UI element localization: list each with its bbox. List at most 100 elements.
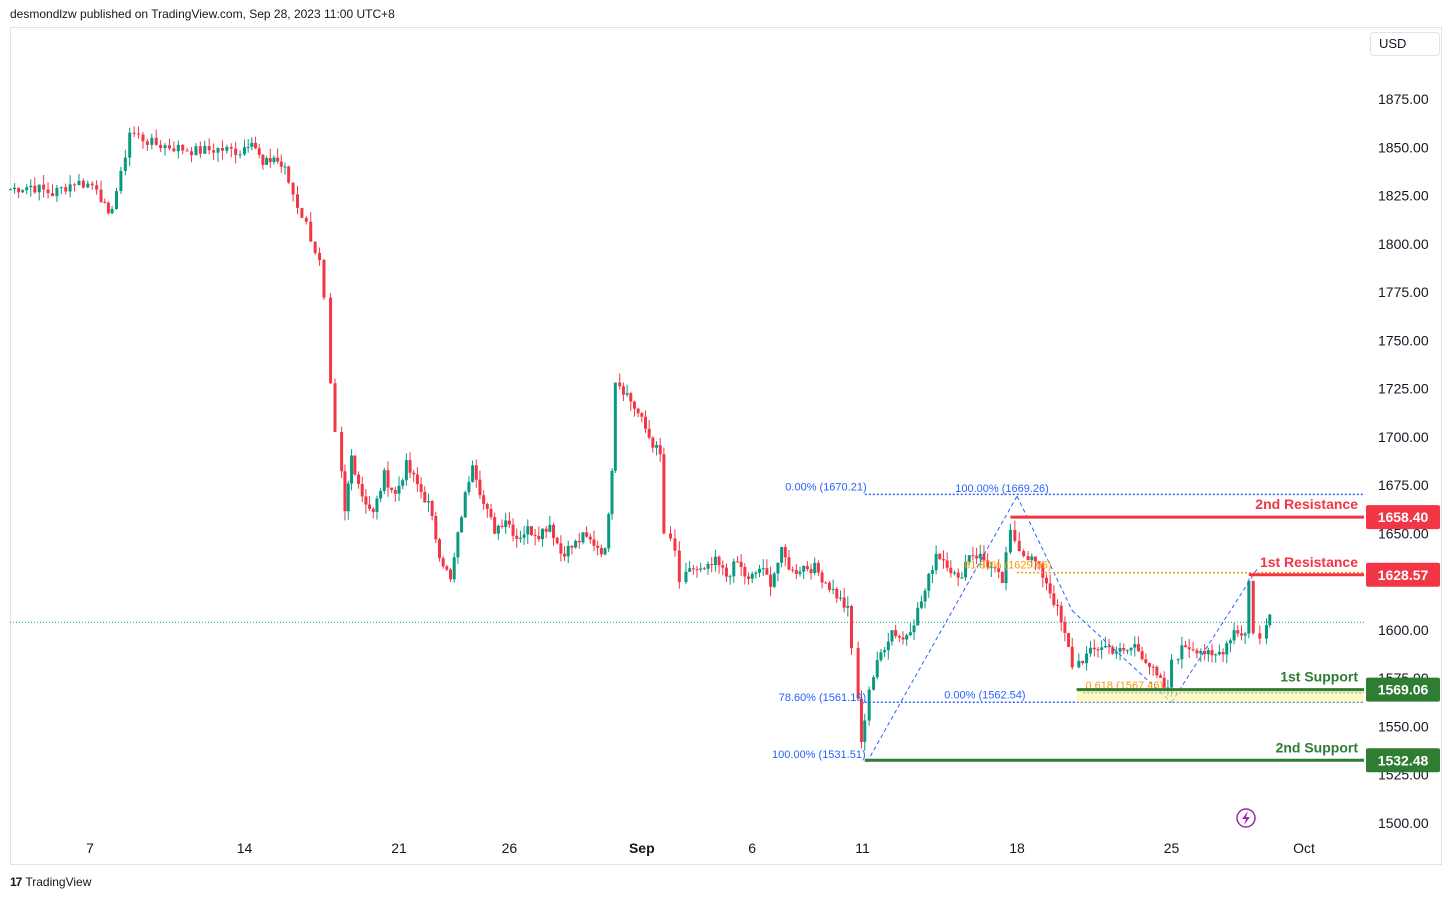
candle-body <box>607 514 611 549</box>
candle-body <box>340 431 344 472</box>
candle-body <box>21 190 25 193</box>
candle-body <box>287 166 291 183</box>
candle-body <box>471 465 475 482</box>
candle-body <box>636 408 640 414</box>
candle-body <box>103 202 107 204</box>
candle-body <box>1052 593 1056 605</box>
candle-body <box>265 158 269 165</box>
candle-body <box>1004 552 1008 584</box>
candle-body <box>304 217 308 222</box>
candle-body <box>234 148 238 155</box>
candle-body <box>581 532 585 543</box>
candle-body <box>1199 650 1203 654</box>
candle-body <box>283 166 287 168</box>
publisher-line: desmondlzw published on TradingView.com,… <box>10 7 395 21</box>
candle-body <box>824 582 828 584</box>
candle-body <box>997 568 1001 572</box>
candle-body <box>1203 650 1207 655</box>
candle-body <box>333 383 337 432</box>
candle-body <box>1166 687 1170 689</box>
footer-brand: 17 TradingView <box>10 875 91 889</box>
candle-body <box>229 146 233 149</box>
candle-body <box>1147 663 1151 667</box>
candle-body <box>329 297 333 384</box>
candle-body <box>1133 644 1137 648</box>
candle-body <box>765 568 769 575</box>
candle-body <box>964 561 968 578</box>
candle-body <box>677 550 681 583</box>
candle-body <box>673 538 677 551</box>
candle-body <box>986 560 990 568</box>
candle-body <box>419 484 423 492</box>
candle-body <box>1236 630 1240 634</box>
candle-body <box>511 524 515 536</box>
candle-body <box>603 548 607 555</box>
candle-body <box>167 145 171 149</box>
candle-body <box>886 641 890 651</box>
candle-body <box>859 698 863 742</box>
candle-body <box>916 607 920 626</box>
candle-body <box>621 386 625 395</box>
candle-body <box>246 146 250 148</box>
candle-body <box>897 636 901 638</box>
candle-body <box>713 556 717 566</box>
candle-body <box>838 597 842 599</box>
x-tick-label: 6 <box>748 840 756 856</box>
candle-body <box>198 146 202 154</box>
candle-body <box>1088 647 1092 654</box>
candle-body <box>50 193 54 197</box>
candle-body <box>930 570 934 574</box>
x-tick-label: 11 <box>855 840 870 856</box>
candle-body <box>42 184 46 190</box>
candle-body <box>1017 540 1021 552</box>
candle-body <box>309 221 313 242</box>
candle-body <box>408 460 412 473</box>
price-tag-label: 1569.06 <box>1378 682 1429 698</box>
candle-body <box>919 601 923 608</box>
candle-body <box>1232 630 1236 641</box>
candle-body <box>1144 659 1148 664</box>
candle-body <box>651 437 655 448</box>
candle-body <box>596 545 600 548</box>
candle-body <box>1037 561 1041 564</box>
price-tag-label: 1658.40 <box>1378 509 1429 525</box>
candle-body <box>794 569 798 574</box>
currency-selector[interactable]: USD <box>1370 32 1440 56</box>
candle-body <box>1151 666 1155 668</box>
candle-body <box>529 526 533 536</box>
candle-body <box>172 148 176 152</box>
candle-body <box>710 563 714 566</box>
candle-body <box>629 393 633 402</box>
candle-body <box>1100 647 1104 650</box>
candle-body <box>1206 650 1210 655</box>
candle-body <box>967 555 971 562</box>
candle-body <box>68 184 72 192</box>
candle-body <box>257 148 261 155</box>
candle-body <box>272 157 276 163</box>
candle-body <box>1022 551 1026 557</box>
candle-body <box>1111 647 1115 654</box>
candle-body <box>37 184 41 193</box>
price-tag <box>1366 505 1440 530</box>
candle-body <box>106 202 110 214</box>
candle-body <box>360 483 364 497</box>
candle-body <box>599 547 603 555</box>
candle-body <box>625 393 629 395</box>
candle-body <box>769 574 773 587</box>
price-tag-label: 1532.48 <box>1378 752 1429 768</box>
candle-body <box>867 689 871 721</box>
candle-body <box>220 148 224 151</box>
candle-body <box>46 189 50 194</box>
candle-body <box>875 660 879 678</box>
candle-body <box>159 144 163 149</box>
candle-body <box>724 567 728 577</box>
candle-body <box>761 568 765 570</box>
candle-body <box>95 185 99 190</box>
candle-body <box>150 137 154 145</box>
candle-body <box>496 525 500 534</box>
candle-body <box>827 582 831 590</box>
candle-body <box>181 144 185 151</box>
candle-body <box>1180 645 1184 660</box>
lightning-icon[interactable] <box>1236 808 1256 828</box>
